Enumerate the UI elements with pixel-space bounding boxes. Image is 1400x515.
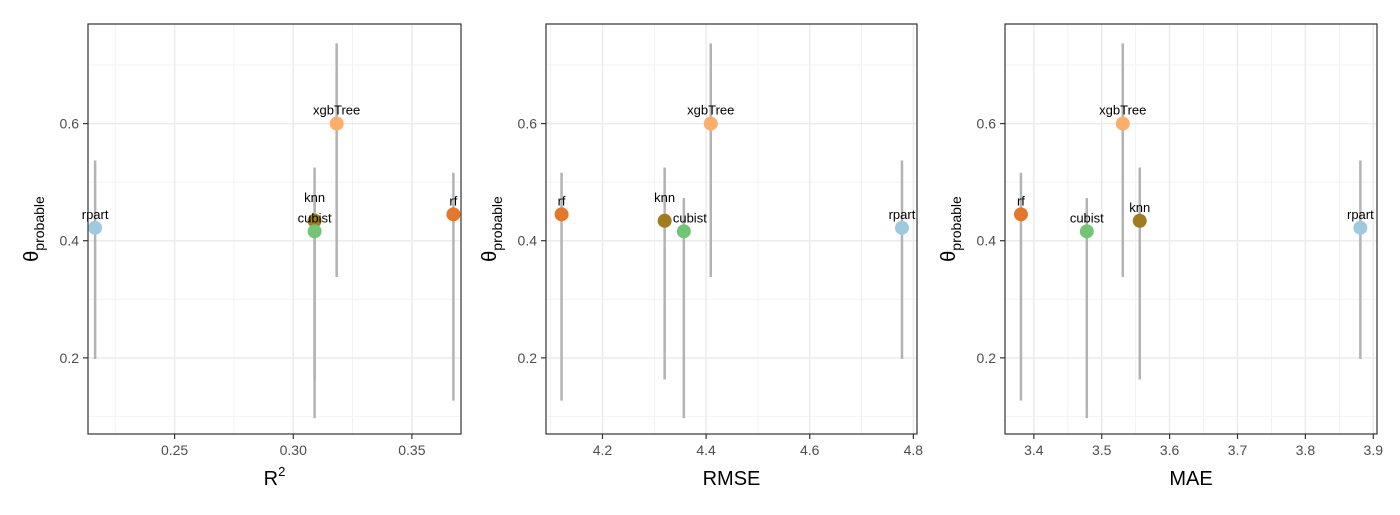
x-axis-title: MAE [1169,468,1212,490]
x-tick-label: 3.6 [1160,442,1180,458]
plot-area [546,24,917,434]
x-axis-title: RMSE [703,468,761,490]
x-tick-label: 4.4 [696,442,716,458]
point-rpart [1353,220,1368,235]
point-cubist [307,224,322,239]
y-tick-label: 0.6 [518,116,538,132]
point-label-rf: rf [558,193,566,208]
point-label-rpart: rpart [1347,207,1374,222]
point-label-cubist: cubist [673,210,707,225]
y-tick-label: 0.2 [518,350,538,366]
point-label-knn: knn [654,190,675,205]
point-rf [554,207,569,222]
point-xgbTree [329,116,344,131]
point-cubist [1079,224,1094,239]
x-tick-label: 4.6 [800,442,820,458]
x-tick-label: 3.8 [1296,442,1316,458]
panel-border [1004,23,1378,435]
point-rpart [88,220,103,235]
x-tick-label: 3.7 [1228,442,1248,458]
panel-border [87,23,462,435]
point-label-xgbTree: xgbTree [313,103,360,118]
panel-2: rf knn cubist xgbTree rpart 4.2 4.4 4.6 4.8 0.2 0.… [479,23,924,490]
y-axis-title: θprobable [21,196,47,262]
y-tick-label: 0.6 [60,116,80,132]
point-label-rf: rf [449,193,457,208]
x-tick-label: 3.9 [1364,442,1384,458]
plot-area [88,24,461,434]
point-rf [446,207,461,222]
y-tick-label: 0.2 [60,350,80,366]
y-axis-title: θprobable [479,196,505,262]
point-label-knn: knn [304,190,325,205]
point-label-rf: rf [1017,193,1025,208]
point-xgbTree [703,116,718,131]
point-label-xgbTree: xgbTree [1099,103,1146,118]
x-tick-label: 0.25 [161,442,188,458]
x-axis-title: R2 [264,464,286,490]
x-tick-label: 3.5 [1092,442,1112,458]
plot-area [1005,24,1377,434]
panel-border [545,23,918,435]
point-label-xgbTree: xgbTree [687,103,734,118]
y-tick-label: 0.4 [977,233,997,249]
point-rf [1013,207,1028,222]
y-axis-title: θprobable [938,196,964,262]
x-tick-label: 0.35 [398,442,425,458]
y-tick-label: 0.4 [60,233,80,249]
point-cubist [676,224,691,239]
point-knn [1132,213,1147,228]
x-tick-label: 4.2 [593,442,613,458]
point-label-rpart: rpart [82,207,109,222]
x-tick-label: 4.8 [904,442,924,458]
point-label-knn: knn [1129,200,1150,215]
y-tick-label: 0.6 [977,116,997,132]
panel-3: rf cubist xgbTree knn rpart 3.4 3.5 3.6 3.7 3.8 3.… [938,23,1384,490]
point-label-cubist: cubist [298,210,332,225]
point-xgbTree [1115,116,1130,131]
x-tick-label: 3.4 [1024,442,1044,458]
y-tick-label: 0.4 [518,233,538,249]
point-label-rpart: rpart [889,207,916,222]
point-knn [307,213,322,228]
y-tick-label: 0.2 [977,350,997,366]
panel-1: rpart knn cubist xgbTree rf 0.25 0.30 0.35 0.2 0.… [21,23,462,490]
point-knn [657,213,672,228]
x-tick-label: 0.30 [280,442,307,458]
point-rpart [894,220,909,235]
point-label-cubist: cubist [1070,210,1104,225]
